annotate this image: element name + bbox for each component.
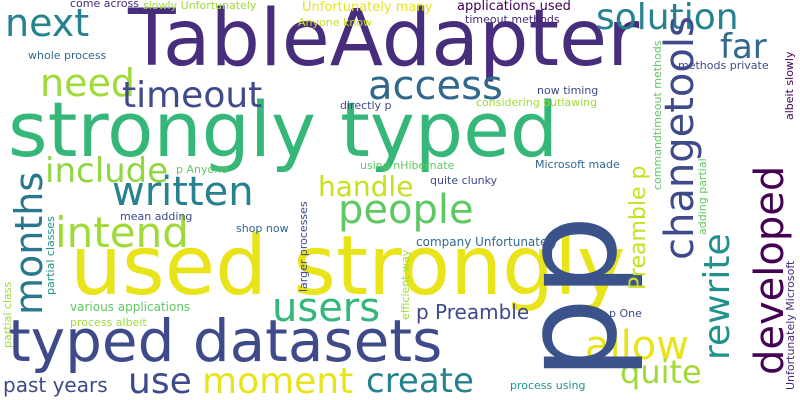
word-unfortunately-many: Unfortunately many bbox=[302, 0, 433, 15]
word-moment: moment bbox=[202, 361, 354, 400]
word-typed-datasets: typed datasets bbox=[8, 307, 443, 375]
word-intend: intend bbox=[55, 208, 189, 257]
word-timeout: timeout bbox=[122, 75, 263, 116]
word-handle: handle bbox=[318, 170, 414, 203]
word-solution: solution bbox=[596, 0, 739, 38]
word-create: create bbox=[366, 361, 474, 400]
word-allow: allow bbox=[585, 323, 689, 369]
word-rewrite: rewrite bbox=[697, 233, 738, 360]
word-past-years: past years bbox=[3, 373, 108, 397]
word-next: next bbox=[5, 1, 90, 45]
word-albeit-slowly: albeit slowly bbox=[783, 51, 796, 121]
word-quite: quite bbox=[620, 353, 702, 391]
word-need: need bbox=[40, 61, 135, 105]
word-people: people bbox=[338, 187, 474, 233]
word-considering-outlawing: considering outlawing bbox=[476, 96, 598, 109]
word-tableadapter: TableAdapter bbox=[128, 0, 640, 84]
word-anyone-know: Anyone know bbox=[298, 16, 373, 29]
word-applications-used: applications used bbox=[457, 0, 571, 14]
word-far: far bbox=[720, 27, 767, 67]
word-timeout-methods: timeout methods bbox=[465, 13, 560, 26]
word-months: months bbox=[7, 171, 51, 315]
word-whole-process: whole process bbox=[28, 49, 107, 62]
word-slowly-unfortunately: slowly Unfortunately bbox=[143, 0, 257, 12]
word-adding-partial: adding partial bbox=[696, 158, 709, 235]
word-larger-processes: larger processes bbox=[297, 201, 310, 292]
word-company-unfortunately: company Unfortunately bbox=[416, 235, 558, 249]
word-efficient-way: efficient way bbox=[399, 249, 412, 320]
word-p-one: p One bbox=[609, 307, 642, 320]
word-process-using: process using bbox=[510, 379, 586, 392]
word-shop-now: shop now bbox=[236, 222, 289, 235]
word-process-albeit: process albeit bbox=[70, 316, 147, 329]
word-preamble-p: Preamble p bbox=[626, 165, 651, 290]
word-partial-classes: partial classes bbox=[44, 216, 57, 295]
word-microsoft-made: Microsoft made bbox=[535, 158, 620, 171]
word-using-nhibernate: using nHibernate bbox=[360, 159, 455, 172]
word-p-anyone: p Anyone bbox=[176, 163, 228, 176]
word-directly-p: directly p bbox=[340, 99, 392, 112]
word-strongly-typed: strongly typed bbox=[8, 85, 559, 174]
word-p-preamble: p Preamble bbox=[416, 300, 530, 324]
word-partial-class: partial class bbox=[1, 281, 14, 348]
word-mean-adding: mean adding bbox=[120, 210, 193, 223]
word-access: access bbox=[368, 63, 503, 109]
word-written: written bbox=[112, 169, 254, 215]
word-come-across: come across bbox=[70, 0, 140, 10]
word-quite-clunky: quite clunky bbox=[430, 174, 498, 187]
word-changetools: changetools bbox=[657, 16, 703, 260]
word-unfortunately-microsoft: Unfortunately Microsoft bbox=[784, 260, 797, 390]
word-now-timing: now timing bbox=[537, 84, 599, 97]
word-use: use bbox=[128, 361, 192, 400]
word-used-strongly: used strongly bbox=[70, 219, 626, 314]
word-various-applications: various applications bbox=[70, 300, 191, 314]
word-pp: pp bbox=[494, 214, 646, 380]
word-commandtimeout-methods: commandtimeout methods bbox=[651, 40, 664, 190]
word-users: users bbox=[272, 285, 381, 331]
word-methods-private: methods private bbox=[678, 59, 769, 72]
word-include: include bbox=[45, 151, 169, 191]
